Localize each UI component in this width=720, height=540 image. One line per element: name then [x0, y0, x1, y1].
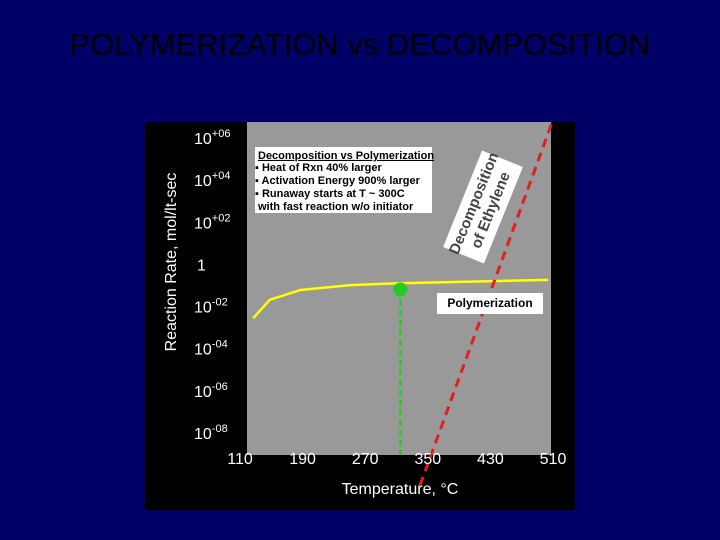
series-label: Polymerization	[447, 296, 532, 310]
series-line	[252, 278, 549, 320]
y-axis-label: Reaction Rate, mol/lt-sec	[163, 173, 180, 352]
annotation-line: ▪ Activation Energy 900% larger	[255, 175, 421, 187]
y-tick-label: 10-02	[194, 296, 228, 316]
series-label-box	[443, 150, 523, 264]
y-tick-label: 10+04	[194, 170, 230, 190]
annotation: Decomposition vs Polymerization▪ Heat of…	[255, 150, 434, 213]
series-line	[418, 119, 555, 487]
annotation-box	[255, 147, 432, 213]
series-label-box	[437, 293, 543, 314]
y-tick-label: 10-04	[194, 339, 228, 359]
y-tick-label: 10+02	[194, 212, 230, 232]
intersection-point	[393, 282, 408, 297]
x-tick-label: 110	[227, 451, 253, 468]
annotation-heading: Decomposition vs Polymerization	[258, 150, 434, 162]
y-tick-label: 10+06	[194, 128, 230, 148]
y-tick-label: 10-08	[194, 423, 228, 443]
y-tick-label: 10-06	[194, 381, 228, 401]
x-tick-label: 270	[352, 451, 379, 468]
y-tick-label: 1	[197, 258, 206, 275]
slide-title: POLYMERIZATION vs DECOMPOSITION	[69, 27, 650, 62]
annotation-line: ▪ Heat of Rxn 40% larger	[255, 162, 382, 174]
x-tick-label: 510	[540, 451, 567, 468]
x-tick-label: 190	[289, 451, 316, 468]
plot	[252, 119, 555, 487]
x-tick-label: 430	[477, 451, 504, 468]
annotation-line: with fast reaction w/o initiator	[257, 201, 414, 213]
x-tick-label: 350	[414, 451, 441, 468]
annotation-line: ▪ Runaway starts at T ~ 300C	[255, 188, 405, 200]
x-axis-label: Temperature, °C	[342, 481, 459, 498]
